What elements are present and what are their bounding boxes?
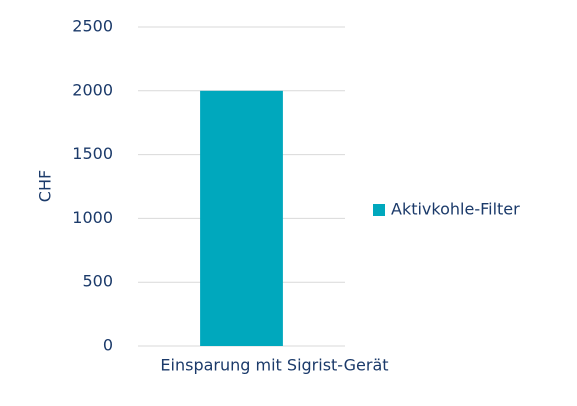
y-tick-label: 1500 <box>72 144 113 163</box>
y-tick-label: 2000 <box>72 80 113 99</box>
y-tick-label: 1000 <box>72 208 113 227</box>
y-tick-label: 0 <box>103 336 113 355</box>
y-tick-label: 2500 <box>72 17 113 36</box>
y-tick-label: 500 <box>82 272 113 291</box>
legend-swatch <box>373 204 385 216</box>
bar <box>200 90 283 346</box>
x-tick-label: Einsparung mit Sigrist-Gerät <box>160 356 388 375</box>
legend-label: Aktivkohle-Filter <box>391 200 520 219</box>
y-axis-label: CHF <box>36 170 55 202</box>
